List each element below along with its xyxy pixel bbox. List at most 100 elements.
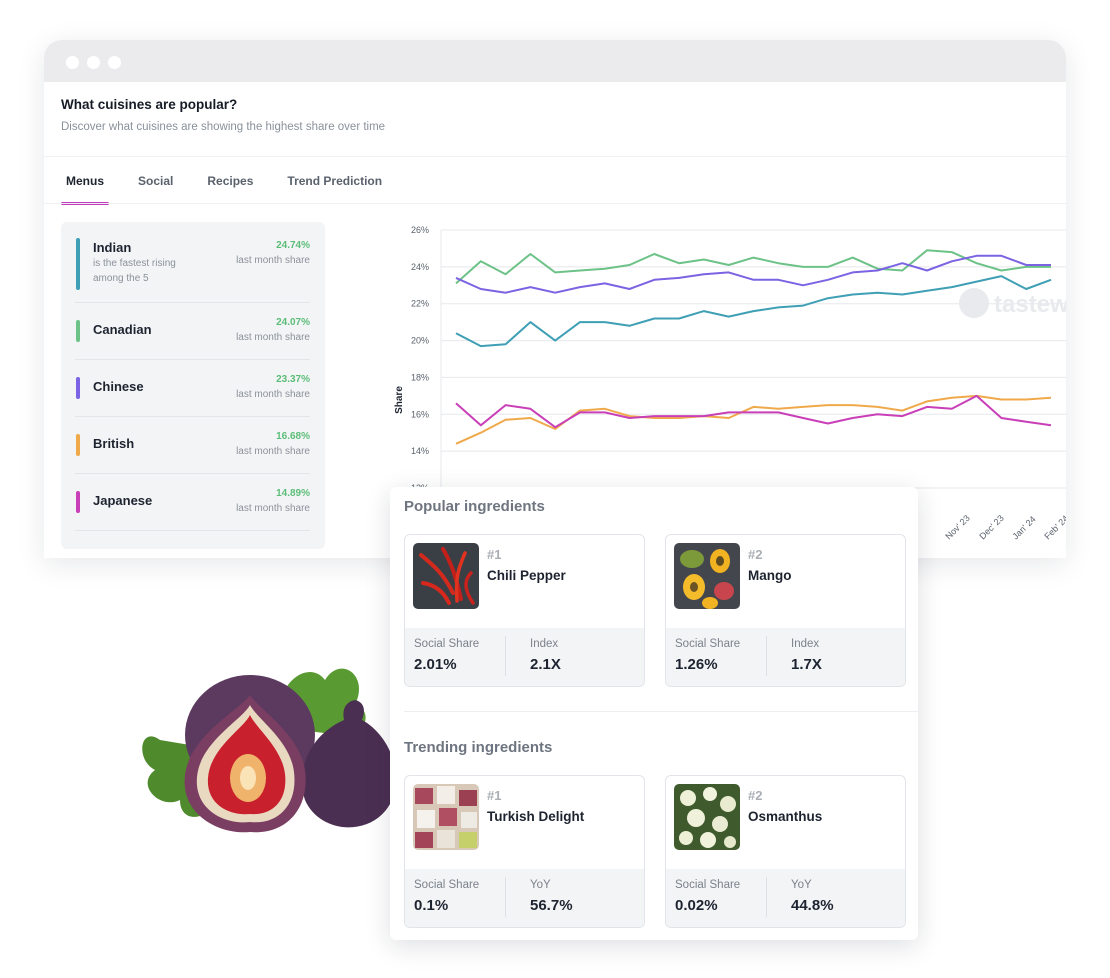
cuisine-color-bar bbox=[76, 434, 80, 456]
browser-window: What cuisines are popular? Discover what… bbox=[44, 40, 1066, 558]
whole-fig-icon bbox=[301, 700, 397, 828]
cuisine-name: Japanese bbox=[93, 493, 153, 508]
ingredients-panel: Popular ingredients #1 Chili Pepper Soci… bbox=[390, 487, 918, 940]
cuisine-name: Chinese bbox=[93, 379, 144, 394]
tab-menus[interactable]: Menus bbox=[60, 174, 110, 205]
mango-icon bbox=[680, 549, 734, 609]
y-tick-label: 20% bbox=[411, 336, 429, 346]
ingredient-card-mango[interactable]: #2 Mango Social Share 1.26% Index 1.7X bbox=[665, 534, 906, 687]
social-share-label: Social Share bbox=[414, 879, 480, 891]
yoy-value: 56.7% bbox=[530, 897, 573, 914]
cuisine-share-label: last month share bbox=[236, 503, 310, 514]
ingredient-rank: #1 bbox=[487, 547, 502, 562]
social-share-label: Social Share bbox=[675, 879, 741, 891]
cuisine-share-label: last month share bbox=[236, 332, 310, 343]
social-share-value: 0.02% bbox=[675, 897, 718, 914]
ingredient-rank: #1 bbox=[487, 788, 502, 803]
turkish-delight-thumbnail bbox=[413, 784, 479, 850]
cuisine-list: Indian is the fastest rising among the 5… bbox=[61, 222, 325, 549]
osmanthus-icon bbox=[679, 787, 736, 848]
cuisine-item-indian[interactable]: Indian is the fastest rising among the 5… bbox=[75, 222, 310, 303]
y-tick-label: 22% bbox=[411, 299, 429, 309]
cuisine-share-label: last month share bbox=[236, 389, 310, 400]
cuisine-share-value: 24.07% bbox=[276, 317, 310, 328]
series-line-japanese[interactable] bbox=[455, 394, 1052, 429]
series-line-indian[interactable] bbox=[455, 275, 1052, 348]
window-titlebar bbox=[44, 40, 1066, 82]
tabs-divider bbox=[44, 203, 1066, 204]
ingredient-name: Mango bbox=[748, 568, 792, 583]
cuisine-name: Canadian bbox=[93, 322, 152, 337]
ingredient-card-osmanthus[interactable]: #2 Osmanthus Social Share 0.02% YoY 44.8… bbox=[665, 775, 906, 928]
ingredient-name: Chili Pepper bbox=[487, 568, 566, 583]
tastewise-logo-icon bbox=[959, 288, 989, 318]
series-line-canadian[interactable] bbox=[455, 249, 1051, 285]
x-tick-label: Feb' 24 bbox=[1042, 513, 1066, 541]
ingredient-stats: Social Share 0.1% YoY 56.7% bbox=[405, 869, 644, 927]
yoy-value: 44.8% bbox=[791, 897, 834, 914]
series-line-chinese[interactable] bbox=[455, 254, 1051, 294]
cuisine-item-british[interactable]: British 16.68% last month share bbox=[75, 417, 310, 474]
chili-pepper-icon bbox=[419, 547, 475, 605]
cuisine-share-value: 16.68% bbox=[276, 431, 310, 442]
yoy-label: YoY bbox=[530, 879, 551, 891]
header-divider bbox=[44, 156, 1066, 157]
index-label: Index bbox=[530, 638, 559, 650]
ingredient-stats: Social Share 1.26% Index 1.7X bbox=[666, 628, 905, 686]
fig-illustration bbox=[142, 668, 397, 833]
social-share-value: 2.01% bbox=[414, 656, 457, 673]
cuisine-share-label: last month share bbox=[236, 446, 310, 457]
y-tick-label: 14% bbox=[411, 446, 429, 456]
cuisine-item-canadian[interactable]: Canadian 24.07% last month share bbox=[75, 303, 310, 360]
y-tick-label: 26% bbox=[411, 225, 429, 235]
window-dot-icon[interactable] bbox=[108, 56, 121, 69]
cuisine-description: is the fastest rising among the 5 bbox=[93, 258, 176, 284]
window-dot-icon[interactable] bbox=[87, 56, 100, 69]
cuisine-name: Indian bbox=[93, 240, 132, 255]
cuisine-share-value: 23.37% bbox=[276, 374, 310, 385]
tab-social[interactable]: Social bbox=[138, 174, 174, 188]
chili-pepper-thumbnail bbox=[413, 543, 479, 609]
tab-recipes[interactable]: Recipes bbox=[207, 174, 254, 188]
index-label: Index bbox=[791, 638, 820, 650]
window-dot-icon[interactable] bbox=[66, 56, 79, 69]
index-value: 2.1X bbox=[530, 656, 561, 673]
ingredient-name: Turkish Delight bbox=[487, 809, 585, 824]
x-tick-label: Dec' 23 bbox=[977, 513, 1005, 541]
cuisine-item-japanese[interactable]: Japanese 14.89% last month share bbox=[75, 474, 310, 531]
series-line-british[interactable] bbox=[455, 394, 1052, 445]
ingredient-rank: #2 bbox=[748, 788, 763, 803]
social-share-value: 0.1% bbox=[414, 897, 449, 914]
y-tick-label: 16% bbox=[411, 409, 429, 419]
osmanthus-thumbnail bbox=[674, 784, 740, 850]
ingredient-card-turkish-delight[interactable]: #1 Turkish Delight Social Share 0.1% YoY… bbox=[404, 775, 645, 928]
ingredient-stats: Social Share 0.02% YoY 44.8% bbox=[666, 869, 905, 927]
page-title: What cuisines are popular? bbox=[61, 97, 238, 112]
section-divider bbox=[404, 711, 918, 712]
share-line-chart: tastewise 26%24%22%20%18%16%14%12% Share… bbox=[394, 225, 1066, 541]
tab-bar: Menus Social Recipes Trend Prediction bbox=[60, 174, 383, 205]
ingredient-name: Osmanthus bbox=[748, 809, 823, 824]
cuisine-color-bar bbox=[76, 320, 80, 342]
watermark-text: tastewise bbox=[994, 291, 1066, 318]
ingredient-card-chili-pepper[interactable]: #1 Chili Pepper Social Share 2.01% Index… bbox=[404, 534, 645, 687]
cuisine-color-bar bbox=[76, 491, 80, 513]
ingredient-stats: Social Share 2.01% Index 2.1X bbox=[405, 628, 644, 686]
y-axis: 26%24%22%20%18%16%14%12% bbox=[411, 225, 429, 493]
cuisine-share-value: 14.89% bbox=[276, 488, 310, 499]
y-axis-label: Share bbox=[394, 386, 405, 414]
cuisine-share-label: last month share bbox=[236, 255, 310, 266]
index-value: 1.7X bbox=[791, 656, 822, 673]
y-tick-label: 18% bbox=[411, 372, 429, 382]
y-tick-label: 24% bbox=[411, 262, 429, 272]
chart-grid bbox=[440, 229, 1066, 489]
turkish-delight-icon bbox=[415, 786, 477, 848]
tab-trend-prediction[interactable]: Trend Prediction bbox=[287, 174, 383, 188]
page-subtitle: Discover what cuisines are showing the h… bbox=[61, 121, 386, 133]
social-share-label: Social Share bbox=[414, 638, 480, 650]
cuisine-item-chinese[interactable]: Chinese 23.37% last month share bbox=[75, 360, 310, 417]
popular-ingredients-heading: Popular ingredients bbox=[404, 498, 545, 515]
ingredient-rank: #2 bbox=[748, 547, 763, 562]
tastewise-watermark: tastewise bbox=[959, 288, 1066, 318]
